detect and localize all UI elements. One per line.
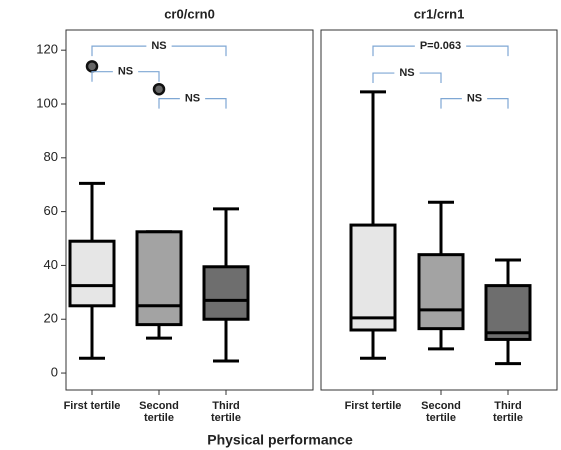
x-tick-label: Second tertile	[139, 400, 179, 424]
annotation-label: NS	[185, 93, 200, 105]
panel-title: cr1/crn1	[414, 6, 465, 21]
box	[68, 239, 116, 308]
y-tick-label: 60	[44, 203, 58, 218]
y-tick-label: 120	[36, 42, 58, 57]
outlier	[152, 82, 166, 96]
annotation-bracket	[158, 98, 227, 109]
annotation-bracket	[91, 45, 227, 57]
x-tick-label: Second tertile	[421, 400, 461, 424]
box	[202, 265, 250, 321]
y-tick-label: 40	[44, 257, 58, 272]
annotation-label: P=0.063	[420, 40, 461, 52]
outlier	[85, 60, 99, 73]
annotation-label: NS	[467, 93, 482, 105]
box	[417, 253, 465, 331]
annotation-bracket	[372, 72, 442, 84]
y-tick-label: 0	[51, 364, 58, 379]
panel-frame	[320, 29, 558, 391]
y-tick-label: 80	[44, 149, 58, 164]
box	[349, 223, 397, 332]
annotation-bracket	[372, 45, 509, 57]
x-tick-label: Third tertile	[211, 400, 241, 424]
panel-title: cr0/crn0	[164, 6, 215, 21]
annotation-label: NS	[151, 40, 166, 52]
x-axis-label: Physical performance	[207, 432, 353, 448]
annotation-bracket	[91, 71, 160, 82]
x-tick-label: First tertile	[344, 400, 402, 412]
box	[135, 230, 183, 327]
annotation-label: NS	[118, 66, 133, 78]
panel-frame	[65, 29, 314, 391]
x-tick-label: First tertile	[63, 400, 121, 412]
x-tick-label: Third tertile	[493, 400, 523, 424]
y-tick-label: 100	[36, 95, 58, 110]
y-tick-label: 20	[44, 311, 58, 326]
annotation-bracket	[440, 98, 509, 109]
box	[484, 284, 532, 341]
annotation-label: NS	[399, 67, 414, 79]
